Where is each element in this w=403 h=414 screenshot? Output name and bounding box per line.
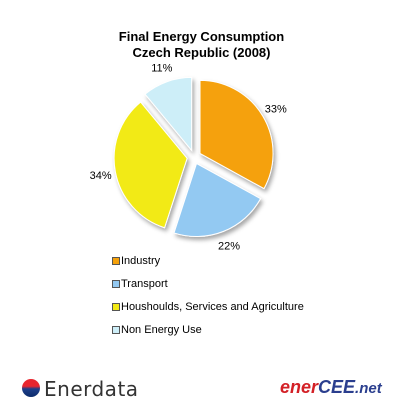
pie-value-label: 22% bbox=[218, 240, 240, 252]
enercee-logo: enerCEE.net bbox=[280, 377, 382, 398]
legend-swatch bbox=[112, 280, 120, 288]
pie-slice-houshoulds-services-and-agriculture bbox=[113, 101, 188, 229]
legend-item: Industry bbox=[112, 255, 304, 267]
legend-item: Non Energy Use bbox=[112, 324, 304, 336]
legend-item: Houshoulds, Services and Agriculture bbox=[112, 301, 304, 313]
pie-slice-transport bbox=[173, 162, 262, 237]
legend-label: Non Energy Use bbox=[121, 324, 202, 336]
pie-value-label: 34% bbox=[90, 170, 112, 182]
enercee-logo-net: .net bbox=[355, 380, 382, 397]
chart-title-line2: Czech Republic (2008) bbox=[132, 45, 271, 60]
legend-label: Houshoulds, Services and Agriculture bbox=[121, 301, 304, 313]
pie-slice-non-energy-use bbox=[144, 76, 193, 152]
pie-slice-industry bbox=[199, 79, 274, 190]
legend-item: Transport bbox=[112, 278, 304, 290]
chart-title-line1: Final Energy Consumption bbox=[118, 29, 285, 44]
legend-label: Industry bbox=[121, 255, 161, 267]
enercee-logo-ener: ener bbox=[280, 377, 319, 397]
pie-value-label: 33% bbox=[265, 104, 287, 116]
chart-title: Final Energy Consumption Czech Republic … bbox=[0, 29, 403, 61]
legend-swatch bbox=[112, 326, 120, 334]
enercee-logo-cee: CEE bbox=[318, 377, 356, 397]
legend: Industry Transport Houshoulds, Services an… bbox=[112, 255, 304, 347]
enerdata-logo-text: Enerdata bbox=[44, 377, 139, 401]
enerdata-globe-icon bbox=[22, 379, 40, 397]
legend-label: Transport bbox=[121, 278, 168, 290]
legend-swatch bbox=[112, 303, 120, 311]
legend-swatch bbox=[112, 257, 120, 265]
pie-value-label: 11% bbox=[151, 63, 172, 75]
